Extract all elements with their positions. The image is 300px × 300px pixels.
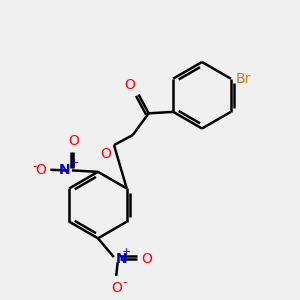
Text: O: O (111, 281, 122, 295)
Text: O: O (141, 251, 152, 266)
Text: -: - (32, 160, 37, 173)
Text: +: + (70, 158, 79, 168)
Text: O: O (35, 163, 46, 177)
Text: N: N (116, 251, 128, 266)
Text: +: + (122, 247, 132, 257)
Text: Br: Br (236, 72, 251, 86)
Text: -: - (123, 276, 127, 289)
Text: O: O (100, 147, 111, 160)
Text: N: N (59, 163, 70, 177)
Text: O: O (68, 134, 79, 148)
Text: O: O (124, 78, 135, 92)
